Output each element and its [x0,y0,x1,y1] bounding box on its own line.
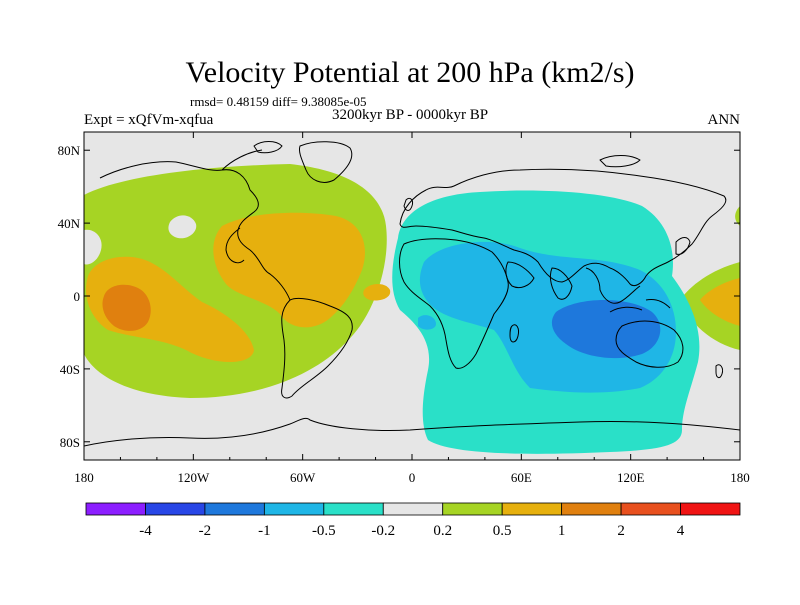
experiment-label: Expt = xQfVm-xqfua [84,112,214,128]
coastline-greenland [299,141,353,183]
y-tick-label: 80N [58,143,81,158]
colorbar-swatch [263,502,325,516]
stats-line: rmsd= 0.48159 diff= 9.38085e-05 [190,94,367,109]
colorbar-swatch [204,502,265,516]
atlantic-positive-core [213,212,365,328]
coastline-south-america [281,297,353,399]
colorbar-label: -0.2 [371,523,395,539]
x-tick-label: 180 [730,470,750,485]
season-label: ANN [708,112,741,128]
coastlines [84,141,740,447]
y-axis: 80N 40N 0 40S 80S [58,143,740,450]
coastline-japan [675,237,691,255]
y-tick-label: 40S [60,362,80,377]
coastline-arctic-islands [253,141,641,168]
colorbar-label: -0.5 [312,523,336,539]
colorbar-label: 4 [677,523,685,539]
colorbar-swatch [85,502,146,516]
neutral-region-east-pacific [168,215,197,239]
colorbar-label: -1 [258,523,271,539]
colorbar-label: 2 [617,523,625,539]
indo-pacific-negative-core [551,300,661,359]
y-tick-label: 0 [74,289,81,304]
coastline-southeast-asia [585,267,671,313]
period-label: 3200kyr BP - 0000kyr BP [332,107,488,123]
colorbar-swatch [620,502,681,516]
coastline-madagascar [509,324,519,343]
x-tick-label: 60E [511,470,532,485]
colorbar-swatch [145,502,206,516]
coastline-africa [399,238,509,369]
contour-fill-layer [84,141,740,454]
colorbar: -4 -2 -1 -0.5 -0.2 0.2 0.5 1 2 4 [85,502,741,539]
pacific-positive-core [86,256,254,362]
coastline-new-zealand [715,364,723,379]
coastline-europe-asia [399,168,727,287]
neutral-region-north-pacific [84,229,102,265]
colorbar-label: -2 [199,523,212,539]
colorbar-swatch [382,502,444,516]
figure-title: Velocity Potential at 200 hPa (km2/s) [185,56,634,89]
colorbar-swatch [680,502,741,516]
colorbar-label: 0.5 [493,523,512,539]
south-atlantic-negative-patch [418,315,436,330]
x-tick-label: 0 [409,470,416,485]
colorbar-label: 0.2 [433,523,452,539]
atlantic-positive-patch [363,284,391,301]
x-axis: 180 120W 60W 0 60E 120E 180 [74,132,750,485]
x-tick-label: 120E [617,470,645,485]
coastline-india [549,267,573,300]
colorbar-swatch [561,502,622,516]
x-tick-label: 180 [74,470,94,485]
west-pacific-positive-patch [700,278,740,326]
coastline-australia [615,320,684,368]
western-hemisphere-positive-anomaly-edge [735,206,740,226]
colorbar-swatch [501,502,563,516]
coastline-arabia [505,261,535,289]
colorbar-label: -4 [139,523,152,539]
x-tick-label: 60W [290,470,316,485]
coastline-north-america [99,149,291,301]
y-tick-label: 80S [60,435,80,450]
coastline-uk [403,197,413,211]
colorbar-swatch [442,502,503,516]
colorbar-swatch [323,502,384,516]
x-tick-label: 120W [177,470,210,485]
colorbar-label: 1 [558,523,566,539]
coastline-antarctica [84,417,740,447]
map-panel: 180 120W 60W 0 60E 120E 180 80N 40N 0 40S 80S [58,131,750,485]
y-tick-label: 40N [58,216,81,231]
pacific-positive-peak [102,284,151,331]
